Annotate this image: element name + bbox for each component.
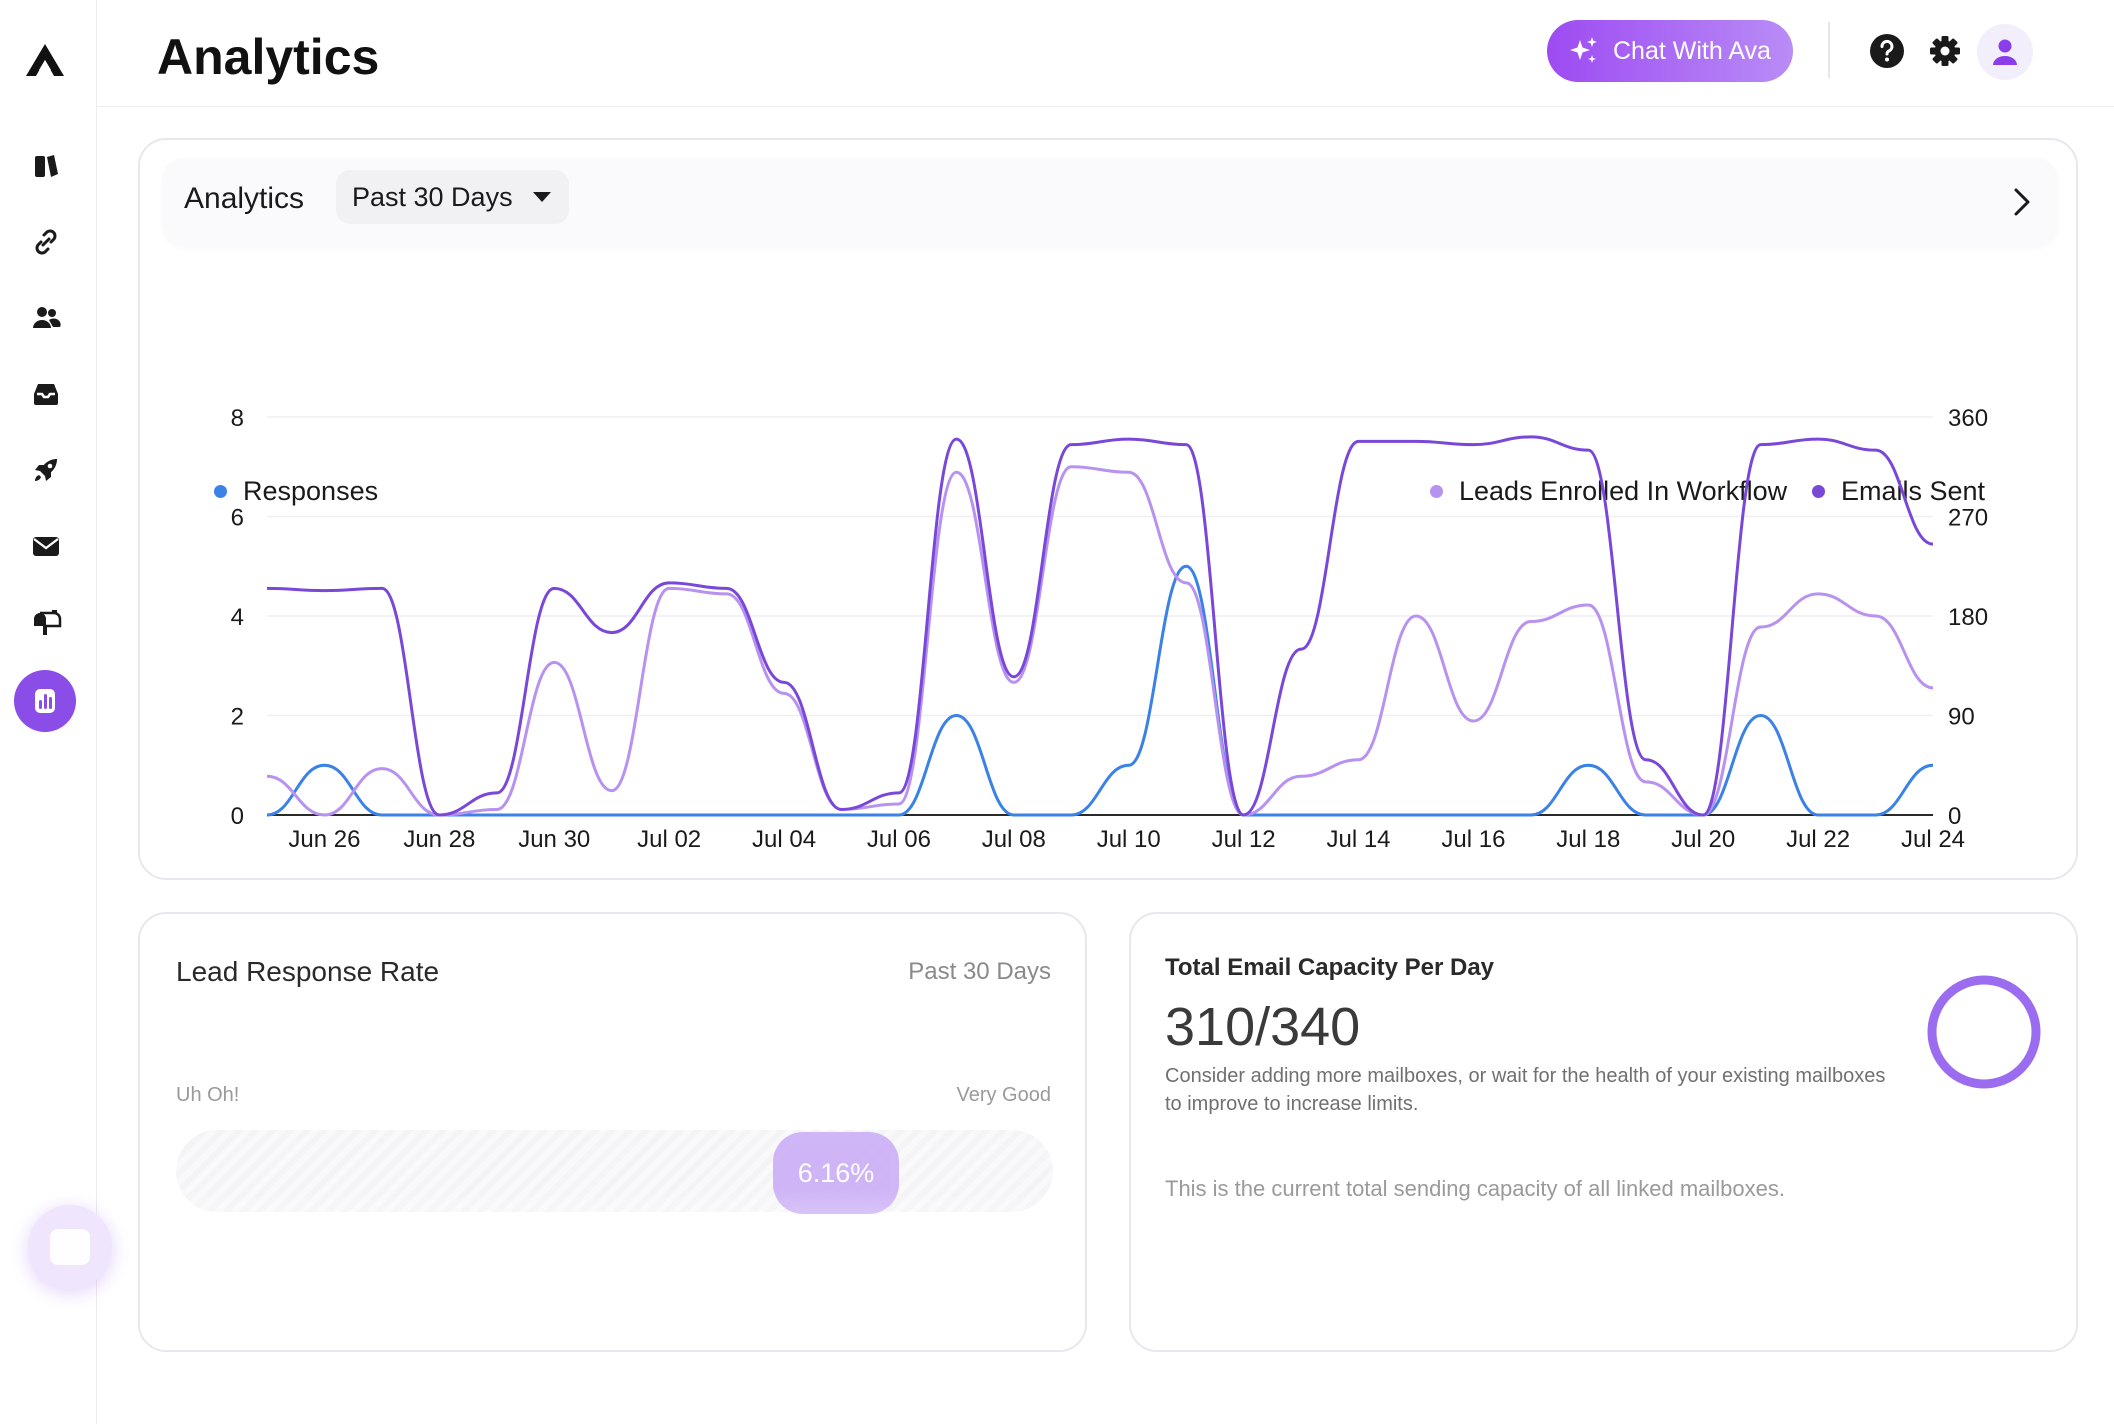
rocket-icon	[35, 459, 57, 481]
sidebar	[0, 0, 112, 1424]
x-tick-label: Jun 26	[288, 826, 360, 853]
x-tick-label: Jul 10	[1097, 826, 1161, 853]
y-left-tick-label: 6	[231, 505, 244, 532]
sidebar-item-analytics[interactable]	[14, 670, 76, 732]
x-tick-label: Jul 04	[752, 826, 816, 853]
email-capacity-card: Total Email Capacity Per Day 310/340 Con…	[1129, 912, 2078, 1352]
legend-label: Emails Sent	[1841, 476, 1986, 506]
series-line-leads-enrolled	[266, 465, 1934, 817]
chat-with-ava-label: Chat With Ava	[1613, 36, 1771, 65]
logo-icon[interactable]	[24, 42, 66, 78]
y-left-tick-label: 2	[231, 704, 244, 731]
sidebar-item-campaigns[interactable]	[18, 138, 74, 194]
y-left-tick-label: 0	[231, 803, 244, 830]
x-tick-label: Jul 16	[1441, 826, 1505, 853]
bar-chart-icon	[35, 689, 55, 713]
chat-icon	[50, 1229, 90, 1265]
lead-response-rate-card: Lead Response Rate Past 30 Days Uh Oh! V…	[138, 912, 1087, 1352]
analytics-line-chart: 0 0 2 90 4 180 6 270 8 360 Jun 26 Jun 28 Jun 30 Jul 0…	[231, 405, 1988, 853]
sidebar-item-mailboxes[interactable]	[18, 594, 74, 650]
link-icon	[35, 229, 57, 255]
legend-responses[interactable]: Responses	[214, 476, 378, 507]
users-icon	[33, 307, 61, 328]
page-title: Analytics	[157, 29, 380, 85]
legend-label: Responses	[243, 476, 379, 506]
analytics-card-header: Analytics Past 30 Days	[162, 158, 2058, 246]
x-tick-label: Jul 18	[1556, 826, 1620, 853]
y-left-tick-label: 8	[231, 405, 244, 432]
analytics-card-title: Analytics	[184, 182, 305, 215]
capacity-value: 310/340	[1165, 997, 1361, 1057]
lead-response-title: Lead Response Rate	[176, 956, 440, 987]
y-right-tick-label: 180	[1948, 604, 1988, 631]
user-avatar[interactable]	[1977, 24, 2033, 80]
period-dropdown-value: Past 30 Days	[352, 182, 513, 212]
legend-dot	[1812, 485, 1825, 498]
series-line-responses	[266, 564, 1934, 817]
legend-dot	[1430, 485, 1443, 498]
y-right-tick-label: 90	[1948, 704, 1975, 731]
book-icon	[35, 155, 58, 177]
lead-response-period: Past 30 Days	[908, 958, 1051, 985]
sidebar-item-emails[interactable]	[18, 518, 74, 574]
sidebar-item-links[interactable]	[18, 214, 74, 270]
legend-emails-sent[interactable]: Emails Sent	[1812, 476, 1985, 507]
analytics-card: Analytics Past 30 Days Responses Leads E…	[138, 138, 2078, 880]
y-left-tick-label: 4	[231, 604, 244, 631]
x-tick-label: Jul 06	[867, 826, 931, 853]
legend-dot	[214, 485, 227, 498]
legend-label: Leads Enrolled In Workflow	[1459, 476, 1788, 506]
inbox-icon	[34, 384, 58, 405]
top-header: Analytics Chat With Ava	[97, 0, 2114, 107]
x-tick-label: Jul 14	[1326, 826, 1390, 853]
sidebar-item-launch[interactable]	[18, 442, 74, 498]
support-chat-button[interactable]	[28, 1205, 112, 1289]
x-tick-label: Jul 08	[982, 826, 1046, 853]
x-tick-label: Jul 02	[637, 826, 701, 853]
gear-icon[interactable]	[1926, 32, 1964, 70]
scale-high-label: Very Good	[956, 1084, 1051, 1106]
y-right-tick-label: 360	[1948, 405, 1988, 432]
caret-down-icon	[532, 192, 551, 202]
x-tick-label: Jul 22	[1786, 826, 1850, 853]
help-icon[interactable]	[1868, 32, 1906, 70]
sparkles-icon	[1570, 37, 1597, 63]
x-tick-label: Jul 24	[1901, 826, 1965, 853]
series-line-emails-sent	[266, 435, 1934, 817]
x-tick-label: Jun 28	[403, 826, 475, 853]
header-divider	[1828, 22, 1830, 78]
legend-leads-enrolled[interactable]: Leads Enrolled In Workflow	[1430, 476, 1787, 507]
user-icon	[1993, 39, 2017, 65]
chevron-right-icon[interactable]	[2006, 184, 2036, 220]
x-tick-label: Jul 12	[1212, 826, 1276, 853]
x-tick-label: Jun 30	[518, 826, 590, 853]
sidebar-item-contacts[interactable]	[18, 290, 74, 346]
period-dropdown[interactable]: Past 30 Days	[336, 170, 569, 224]
sidebar-item-inbox[interactable]	[18, 366, 74, 422]
card-fade	[1131, 1200, 2076, 1350]
scale-low-label: Uh Oh!	[176, 1084, 240, 1106]
y-right-tick-label: 0	[1948, 803, 1961, 830]
y-right-tick-label: 270	[1948, 505, 1988, 532]
capacity-footnote: This is the current total sending capaci…	[1165, 1176, 1785, 1201]
capacity-title: Total Email Capacity Per Day	[1165, 954, 1495, 981]
capacity-ring-chart	[1927, 975, 2041, 1089]
mailbox-icon	[34, 610, 62, 635]
card-fade	[140, 1190, 1085, 1350]
x-tick-label: Jul 20	[1671, 826, 1735, 853]
chat-with-ava-button[interactable]: Chat With Ava	[1547, 20, 1793, 82]
mail-icon	[33, 537, 59, 556]
capacity-description: Consider adding more mailboxes, or wait …	[1165, 1065, 1886, 1115]
